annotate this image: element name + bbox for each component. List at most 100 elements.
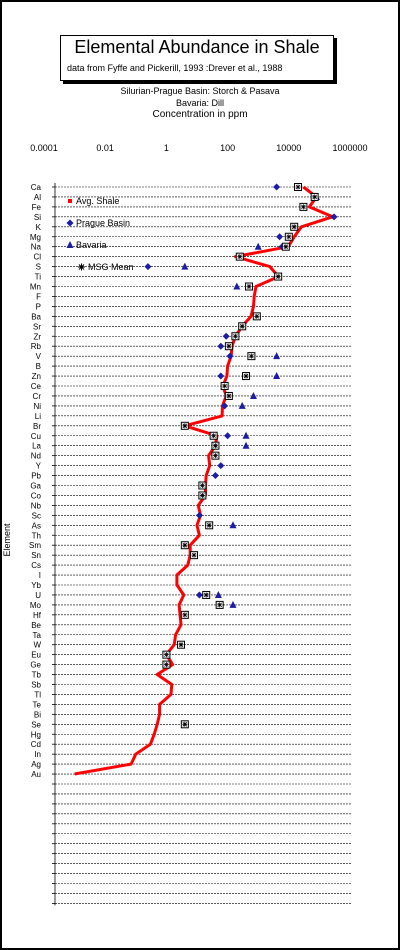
- element-label: Hf: [33, 611, 42, 620]
- marker-msg-mean-star: [283, 244, 289, 250]
- note-bavaria: Bavaria: Dill: [175, 98, 224, 108]
- element-label: Ge: [30, 661, 41, 670]
- marker-msg-mean-star: [199, 483, 205, 488]
- legend-swatch-prague: [66, 219, 74, 227]
- element-label: Co: [31, 491, 42, 500]
- element-label: As: [32, 521, 41, 530]
- marker-prague-basin: [195, 511, 203, 519]
- marker-bavaria: [242, 441, 250, 449]
- element-label: Sm: [29, 541, 41, 550]
- marker-bavaria: [254, 242, 262, 250]
- chart-subtitle: data from Fyffe and Pickerill, 1993 :Dre…: [67, 63, 283, 73]
- legend-label: Prague Basin: [76, 218, 130, 228]
- element-label: Zn: [32, 372, 41, 381]
- element-label: Nd: [31, 452, 41, 461]
- marker-prague-basin: [144, 263, 152, 271]
- element-label: Br: [33, 422, 41, 431]
- element-label: Li: [35, 412, 41, 421]
- element-label: Yb: [31, 581, 41, 590]
- title-box: Elemental Abundance in Shale data from F…: [60, 35, 334, 81]
- marker-msg-mean-star: [226, 343, 232, 349]
- marker-bavaria: [238, 401, 246, 409]
- element-label: Sc: [32, 511, 41, 520]
- marker-prague-basin: [273, 183, 281, 191]
- marker-msg-mean-star: [191, 552, 197, 558]
- marker-msg-mean-star: [286, 234, 292, 240]
- element-label: B: [36, 362, 41, 371]
- element-label: W: [33, 641, 41, 650]
- element-label: Fe: [32, 203, 42, 212]
- marker-prague-basin: [217, 342, 225, 350]
- element-label: Cu: [31, 432, 41, 441]
- element-label: Nb: [31, 501, 42, 510]
- marker-msg-mean-star: [222, 383, 228, 389]
- marker-msg-mean-star: [182, 542, 188, 548]
- element-label: Rb: [31, 342, 42, 351]
- marker-bavaria: [273, 372, 281, 380]
- element-label: Cd: [31, 740, 41, 749]
- marker-msg-mean-star: [254, 313, 260, 319]
- element-label: Tb: [32, 671, 42, 680]
- element-label: Si: [34, 213, 41, 222]
- marker-bavaria: [249, 391, 257, 399]
- element-label: Se: [31, 720, 41, 729]
- x-tick-label: 0.0001: [30, 143, 58, 153]
- marker-msg-mean-star: [232, 333, 238, 339]
- element-label: Sr: [33, 322, 41, 331]
- marker-msg-mean-star: [291, 224, 297, 230]
- element-label: Th: [32, 531, 41, 540]
- element-label: Zr: [33, 332, 41, 341]
- element-label: Mo: [30, 601, 42, 610]
- marker-msg-mean-star: [211, 433, 217, 439]
- marker-msg-mean-star: [182, 612, 188, 618]
- marker-msg-mean-star: [217, 602, 223, 608]
- element-label: Sn: [31, 551, 41, 560]
- note-prague: Silurian-Prague Basin: Storch & Pasava: [120, 86, 280, 96]
- marker-bavaria: [242, 431, 250, 439]
- element-label: K: [36, 223, 42, 232]
- element-label: Na: [31, 243, 42, 252]
- element-label: Au: [31, 770, 41, 779]
- marker-prague-basin: [276, 233, 284, 241]
- element-label: Cr: [33, 392, 42, 401]
- x-tick-label: 1: [164, 143, 169, 153]
- series-line-avg-shale: [74, 185, 335, 776]
- x-tick-label: 0.01: [96, 143, 114, 153]
- element-label: Ni: [33, 402, 41, 411]
- marker-bavaria: [181, 262, 189, 270]
- chart-title: Elemental Abundance in Shale: [74, 37, 320, 57]
- marker-msg-mean-star: [163, 652, 169, 658]
- marker-prague-basin: [222, 332, 230, 340]
- marker-bavaria: [273, 352, 281, 360]
- element-label: F: [36, 292, 41, 301]
- marker-msg-mean-star: [248, 353, 254, 359]
- marker-msg-mean-star: [239, 323, 245, 329]
- element-label: V: [36, 352, 42, 361]
- marker-bavaria: [214, 590, 222, 598]
- marker-msg-mean-star: [226, 393, 232, 399]
- marker-msg-mean-star: [300, 204, 306, 210]
- x-tick-label: 10000: [276, 143, 301, 153]
- marker-msg-mean-star: [182, 721, 188, 727]
- element-label: Mg: [30, 233, 41, 242]
- element-label: Y: [36, 462, 42, 471]
- element-label: Tl: [34, 690, 41, 699]
- y-axis-title: Element: [2, 523, 12, 557]
- element-label: In: [34, 750, 41, 759]
- marker-msg-mean-star: [243, 373, 249, 379]
- marker-msg-mean-star: [163, 662, 169, 668]
- element-label: Ta: [33, 631, 42, 640]
- marker-prague-basin: [226, 352, 234, 360]
- marker-msg-mean-star: [212, 453, 218, 459]
- element-label: Ag: [31, 760, 41, 769]
- element-label: Sb: [31, 681, 41, 690]
- marker-prague-basin: [211, 472, 219, 480]
- marker-msg-mean-star: [178, 642, 184, 648]
- element-label: S: [36, 263, 41, 272]
- marker-bavaria: [229, 521, 237, 529]
- marker-msg-mean-star: [275, 274, 281, 280]
- legend-swatch-bavaria: [66, 241, 74, 248]
- element-label: La: [32, 442, 41, 451]
- element-label: Mn: [30, 283, 41, 292]
